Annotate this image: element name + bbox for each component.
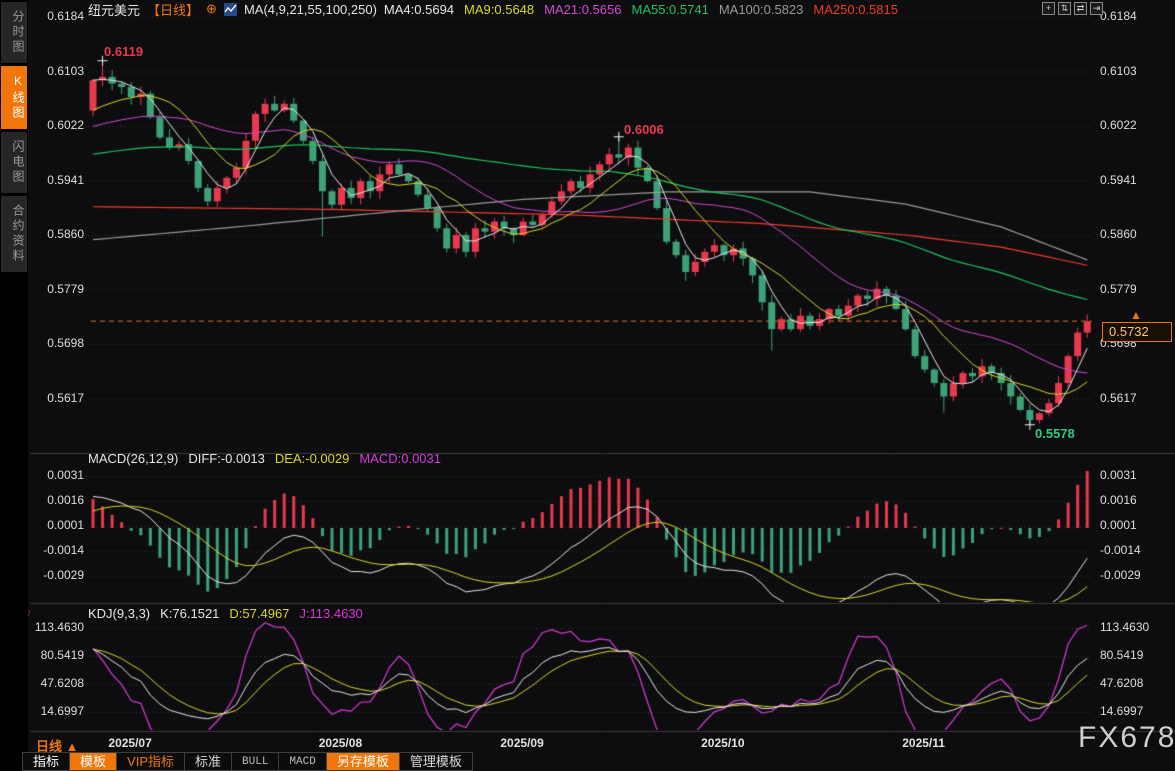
axis-label-right: 0.6184: [1100, 9, 1137, 23]
toolbar-button-另存模板[interactable]: 另存模板: [326, 752, 400, 771]
kdj-k-value: K:76.1521: [160, 606, 220, 621]
kdj-params: KDJ(9,3,3): [88, 606, 151, 621]
sidebar: 分时图 K线图闪电图合约资料: [0, 0, 28, 771]
axis-label-right: 0.0001: [1100, 518, 1137, 533]
axis-label-right: 0.6022: [1100, 118, 1137, 132]
period-label: 【日线】: [147, 2, 200, 18]
ma-value-label: MA9:0.5648: [464, 1, 535, 17]
axis-label-left: -0.0029: [43, 568, 84, 583]
kdj-d-value: D:57.4967: [229, 606, 290, 621]
toolbar-button-MACD[interactable]: MACD: [279, 752, 327, 771]
axis-label-right: 0.5860: [1100, 227, 1137, 241]
axis-label-right: -0.0029: [1100, 568, 1141, 583]
axis-label-right: 47.6208: [1100, 676, 1144, 690]
axis-label-right: 0.6103: [1100, 63, 1137, 78]
date-tick-2025/10: 2025/10: [701, 736, 745, 750]
ma-value-label: MA21:0.5656: [544, 1, 622, 17]
sidebar-tab-分时图[interactable]: 分时图: [1, 2, 27, 63]
toolbar-button-模板[interactable]: 模板: [70, 752, 118, 771]
current-price-tag: 0.5732: [1102, 322, 1172, 342]
toolbar-button-BULL[interactable]: BULL: [232, 752, 280, 771]
add-indicator-icon[interactable]: ⊕: [206, 1, 217, 16]
compress-horizontal-icon[interactable]: ⇄: [1074, 2, 1087, 15]
axis-label-right: 113.4630: [1100, 620, 1150, 634]
axis-label-left: -0.0014: [43, 543, 84, 558]
toolbar-button-标准[interactable]: 标准: [185, 752, 233, 771]
axis-label-right: 0.0031: [1100, 468, 1137, 483]
axis-label-left: 113.4630: [34, 620, 84, 634]
watermark: FX678: [1078, 721, 1175, 754]
ma-value-label: MA250:0.5815: [813, 1, 898, 17]
chart-header: 纽元美元 【日线】 ⊕ MA(4,9,21,55,100,250) MA4:0.…: [88, 1, 898, 18]
axis-label-left: 0.5617: [47, 390, 84, 405]
axis-label-left: 47.6208: [40, 676, 84, 690]
axis-label-left: 14.6997: [40, 704, 84, 718]
price-annotation-low: 0.5578: [1035, 426, 1075, 441]
axis-label-left: 0.0031: [47, 468, 84, 483]
toolbar-button-VIP指标[interactable]: VIP指标: [117, 752, 185, 771]
macd-header: MACD(26,12,9) DIFF:-0.0013 DEA:-0.0029 M…: [88, 451, 441, 466]
price-annotation-high: 0.6006: [624, 122, 664, 137]
ma-params-label: MA(4,9,21,55,100,250): [243, 1, 377, 17]
toolbar-button-管理模板[interactable]: 管理模板: [399, 752, 473, 771]
axis-label-left: 0.5698: [47, 336, 84, 350]
ma-value-label: MA100:0.5823: [718, 1, 804, 17]
chart-window-controls: + ⇅ ⇄ ⇥: [1042, 2, 1103, 15]
macd-params: MACD(26,12,9): [88, 451, 179, 466]
axis-label-left: 0.5779: [47, 281, 84, 296]
sidebar-tab-合约资料[interactable]: 合约资料: [1, 196, 27, 272]
date-tick-2025/11: 2025/11: [902, 736, 945, 750]
axis-label-left: 0.6022: [47, 118, 84, 132]
axis-label-right: 0.0016: [1100, 493, 1137, 508]
compress-vertical-icon[interactable]: ⇅: [1058, 2, 1071, 15]
axis-label-right: 0.5941: [1100, 172, 1137, 187]
axis-label-left: 0.5941: [47, 172, 84, 187]
axis-label-left: 80.5419: [40, 648, 84, 662]
axis-label-right: 14.6997: [1100, 704, 1144, 718]
axis-label-right: 80.5419: [1100, 648, 1144, 662]
date-tick-2025/09: 2025/09: [500, 736, 544, 750]
macd-dea-value: DEA:-0.0029: [274, 451, 350, 466]
x-axis: 日线 ▲ 2025/07 2025/08 2025/09 2025/10 2025/11: [28, 733, 1175, 754]
macd-diff-value: DIFF:-0.0013: [188, 451, 265, 466]
axis-label-right: 0.5779: [1100, 281, 1137, 296]
axis-label-right: 0.5617: [1100, 390, 1137, 405]
axis-label-left: 0.6184: [47, 9, 84, 23]
toolbar-button-指标[interactable]: 指标: [22, 752, 71, 771]
axis-label-right: -0.0014: [1100, 543, 1141, 558]
macd-value: MACD:0.0031: [359, 451, 441, 466]
price-annotation-high: 0.6119: [104, 44, 144, 59]
symbol-name: 纽元美元: [88, 2, 141, 18]
ma-values: MA4:0.5694 MA9:0.5648 MA21:0.5656 MA55:0.57…: [384, 2, 898, 17]
crosshair-icon[interactable]: +: [1042, 2, 1055, 15]
date-tick-2025/07: 2025/07: [108, 736, 152, 750]
bottom-toolbar: 指标 模板 VIP指标 标准 BULL MACD 另存模板 管理模板: [22, 752, 473, 771]
axis-label-left: 0.5860: [47, 227, 84, 241]
kline-style-icon[interactable]: [223, 2, 237, 16]
ma-value-label: MA4:0.5694: [383, 1, 455, 17]
date-tick-2025/08: 2025/08: [318, 736, 363, 750]
axis-label-left: 0.6103: [47, 63, 84, 78]
price-up-arrow-icon: ▲: [1130, 308, 1142, 322]
axis-label-left: 0.0016: [47, 493, 84, 508]
kdj-j-value: J:113.4630: [299, 606, 363, 621]
axis-label-left: 0.0001: [47, 518, 84, 533]
candlestick-chart-canvas[interactable]: [0, 0, 1175, 733]
sidebar-tab-K线图[interactable]: K线图: [1, 66, 27, 129]
kdj-header: KDJ(9,3,3) K:76.1521 D:57.4967 J:113.463…: [88, 606, 363, 621]
period-selector[interactable]: 日线 ▲: [36, 739, 79, 754]
ma-value-label: MA55:0.5741: [631, 1, 709, 17]
sidebar-tab-闪电图[interactable]: 闪电图: [1, 132, 27, 193]
goto-latest-icon[interactable]: ⇥: [1090, 2, 1103, 15]
